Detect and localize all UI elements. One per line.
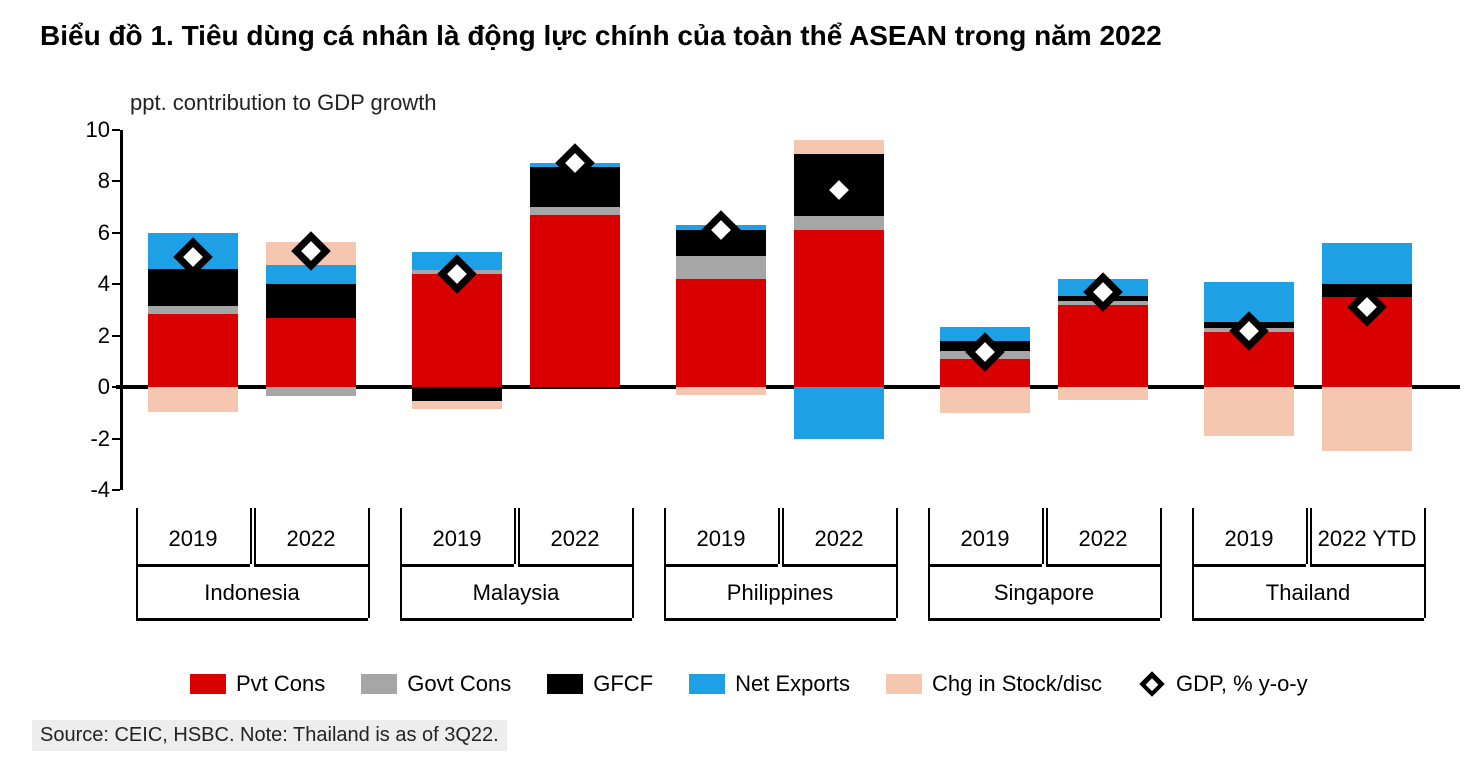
bar bbox=[148, 130, 238, 490]
bar-segment-pvt bbox=[1058, 305, 1148, 387]
bar-segment-gfcf bbox=[412, 387, 502, 401]
bar bbox=[412, 130, 502, 490]
bar-segment-netexp bbox=[1322, 243, 1412, 284]
bar-segment-govt bbox=[148, 306, 238, 314]
chart-subtitle: ppt. contribution to GDP growth bbox=[130, 90, 437, 116]
y-tick-label: -4 bbox=[90, 477, 110, 503]
bar-segment-govt bbox=[266, 387, 356, 396]
bar bbox=[676, 130, 766, 490]
y-tick-label: -2 bbox=[90, 426, 110, 452]
bar-segment-pvt bbox=[266, 318, 356, 387]
y-tick-label: 10 bbox=[86, 117, 110, 143]
legend-item-gdp: GDP, % y-o-y bbox=[1138, 670, 1308, 698]
y-tick-label: 0 bbox=[98, 374, 110, 400]
bar-segment-stock bbox=[676, 387, 766, 395]
bar-segment-stock bbox=[148, 387, 238, 412]
bar-segment-stock bbox=[1322, 387, 1412, 451]
source-note: Source: CEIC, HSBC. Note: Thailand is as… bbox=[32, 720, 507, 751]
bar bbox=[940, 130, 1030, 490]
bar-segment-pvt bbox=[148, 314, 238, 387]
legend: Pvt Cons Govt Cons GFCF Net Exports Chg in S… bbox=[190, 670, 1308, 698]
bar-segment-govt bbox=[676, 256, 766, 279]
legend-item-gfcf: GFCF bbox=[547, 671, 653, 697]
bar-segment-pvt bbox=[676, 279, 766, 387]
legend-label: GDP, % y-o-y bbox=[1176, 671, 1308, 697]
diamond-icon bbox=[1139, 671, 1164, 696]
chart-title: Biểu đồ 1. Tiêu dùng cá nhân là động lực… bbox=[40, 20, 1162, 52]
legend-label: Pvt Cons bbox=[236, 671, 325, 697]
bar-segment-pvt bbox=[794, 230, 884, 387]
bar-segment-govt bbox=[794, 216, 884, 230]
bar-segment-gfcf bbox=[266, 284, 356, 317]
chart-plot-area: -4-20246810 bbox=[120, 130, 1440, 490]
legend-item-govt: Govt Cons bbox=[361, 671, 511, 697]
bar bbox=[1204, 130, 1294, 490]
bar-segment-stock bbox=[1204, 387, 1294, 436]
bar-segment-govt bbox=[530, 207, 620, 215]
legend-swatch bbox=[361, 674, 397, 694]
country-label: Philippines bbox=[727, 580, 833, 606]
legend-item-stock: Chg in Stock/disc bbox=[886, 671, 1102, 697]
bar-segment-netexp bbox=[794, 387, 884, 438]
bar-segment-stock bbox=[940, 387, 1030, 413]
legend-label: Chg in Stock/disc bbox=[932, 671, 1102, 697]
bar-segment-stock bbox=[794, 140, 884, 154]
y-tick-label: 4 bbox=[98, 271, 110, 297]
legend-label: GFCF bbox=[593, 671, 653, 697]
legend-swatch bbox=[190, 674, 226, 694]
legend-item-netexp: Net Exports bbox=[689, 671, 850, 697]
legend-swatch bbox=[689, 674, 725, 694]
country-label: Singapore bbox=[994, 580, 1094, 606]
country-label: Indonesia bbox=[204, 580, 299, 606]
legend-swatch bbox=[886, 674, 922, 694]
bar bbox=[266, 130, 356, 490]
y-tick-label: 6 bbox=[98, 220, 110, 246]
legend-item-pvt: Pvt Cons bbox=[190, 671, 325, 697]
x-axis-countries: Indonesia Malaysia Philippines Singapore Tha… bbox=[120, 504, 1440, 644]
y-tick-label: 2 bbox=[98, 323, 110, 349]
bar-segment-stock bbox=[1058, 387, 1148, 400]
country-label: Thailand bbox=[1266, 580, 1350, 606]
bar-segment-stock bbox=[412, 401, 502, 409]
country-label: Malaysia bbox=[473, 580, 560, 606]
y-tick-label: 8 bbox=[98, 168, 110, 194]
legend-label: Net Exports bbox=[735, 671, 850, 697]
legend-swatch bbox=[547, 674, 583, 694]
bar bbox=[530, 130, 620, 490]
legend-label: Govt Cons bbox=[407, 671, 511, 697]
bar-segment-pvt bbox=[530, 215, 620, 387]
